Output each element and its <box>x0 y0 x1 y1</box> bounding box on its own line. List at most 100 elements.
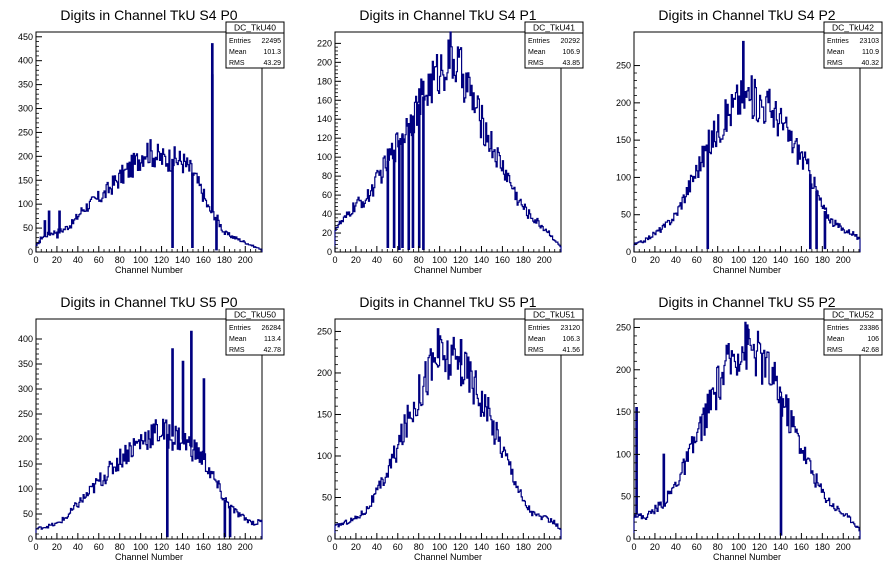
y-tick-label: 180 <box>317 76 332 86</box>
stats-name: DC_TkU52 <box>832 310 874 320</box>
y-tick-label: 150 <box>616 407 631 417</box>
histogram-panel-tku50: Digits in Channel TkU S5 P0 0 50 100 150 200 2… <box>0 287 298 574</box>
y-tick-label: 50 <box>23 509 33 519</box>
x-tick-label: 140 <box>773 255 788 265</box>
histogram-plot-1: Digits in Channel TkU S4 P1 0 20 40 60 80 100 1… <box>317 7 584 275</box>
stats-name: DC_TkU40 <box>234 23 276 33</box>
y-tick-label: 200 <box>317 368 332 378</box>
stats-value: 20292 <box>561 38 581 45</box>
histogram-plot-5: Digits in Channel TkU S5 P20501001502002… <box>616 294 883 562</box>
stats-label: Mean <box>229 49 247 56</box>
histogram-spike <box>223 499 227 538</box>
x-tick-label: 120 <box>154 255 169 265</box>
chart-title: Digits in Channel TkU S4 P2 <box>658 7 835 23</box>
y-tick-label: 0 <box>28 534 33 544</box>
x-tick-label: 180 <box>815 255 830 265</box>
y-tick-label: 100 <box>616 172 631 182</box>
stats-label: Mean <box>827 49 845 56</box>
stats-value: 23386 <box>860 325 880 332</box>
x-axis-label: Channel Number <box>414 552 482 562</box>
stats-value: 40.32 <box>861 60 879 67</box>
histogram-spike <box>386 160 390 249</box>
y-tick-label: 80 <box>322 171 332 181</box>
histogram-spike <box>181 360 185 440</box>
x-tick-label: 60 <box>692 542 702 552</box>
x-tick-label: 120 <box>752 542 767 552</box>
histogram-line <box>35 418 263 539</box>
stats-box <box>823 308 883 356</box>
x-tick-label: 200 <box>537 542 552 552</box>
histogram-line <box>633 75 861 252</box>
x-tick-label: 0 <box>332 542 337 552</box>
stats-value: 22495 <box>262 38 282 45</box>
histogram-spike <box>635 407 638 515</box>
stats-label: Entries <box>827 38 849 45</box>
stats-value: 42.78 <box>263 347 281 354</box>
y-tick-label: 200 <box>317 57 332 67</box>
x-tick-label: 100 <box>731 542 746 552</box>
x-tick-label: 160 <box>495 255 510 265</box>
y-tick-label: 0 <box>327 247 332 257</box>
x-tick-label: 200 <box>836 542 851 552</box>
stats-name: DC_TkU42 <box>832 23 874 33</box>
histogram-panel-tku42: Digits in Channel TkU S4 P2 0 50 100 150 200 2… <box>598 0 896 287</box>
chart-title: Digits in Channel TkU S5 P0 <box>60 294 237 310</box>
x-tick-label: 0 <box>33 542 38 552</box>
y-tick-label: 400 <box>18 334 33 344</box>
chart-title: Digits in Channel TkU S4 P1 <box>359 7 536 23</box>
x-tick-label: 100 <box>731 255 746 265</box>
histogram-spike <box>58 210 61 232</box>
stats-name: DC_TkU51 <box>533 310 575 320</box>
stats-label: RMS <box>229 347 245 354</box>
x-tick-label: 120 <box>752 255 767 265</box>
x-tick-label: 180 <box>217 542 232 552</box>
y-tick-label: 40 <box>322 209 332 219</box>
y-tick-label: 20 <box>322 228 332 238</box>
histogram-spike <box>228 505 232 538</box>
y-tick-label: 250 <box>616 322 631 332</box>
y-tick-label: 200 <box>616 98 631 108</box>
y-tick-label: 0 <box>28 247 33 257</box>
histogram-spike <box>47 210 51 235</box>
x-tick-label: 100 <box>432 255 447 265</box>
y-tick-label: 50 <box>621 210 631 220</box>
y-tick-label: 250 <box>18 127 33 137</box>
y-tick-label: 100 <box>317 451 332 461</box>
y-tick-label: 250 <box>616 61 631 71</box>
stats-value: 42.68 <box>861 347 879 354</box>
y-tick-label: 60 <box>322 190 332 200</box>
histogram-plot-2: Digits in Channel TkU S4 P20501001502002… <box>616 7 883 275</box>
histogram-spike <box>417 104 421 249</box>
stats-value: 43.85 <box>562 60 580 67</box>
histogram-plot-0: Digits in Channel TkU S4 P00501001502002… <box>18 7 285 275</box>
histogram-line <box>633 321 861 539</box>
stats-box <box>524 21 584 69</box>
y-tick-label: 50 <box>23 223 33 233</box>
histogram-spike <box>808 174 812 250</box>
y-tick-label: 250 <box>317 326 332 336</box>
y-tick-label: 300 <box>18 104 33 114</box>
x-tick-label: 120 <box>453 255 468 265</box>
x-tick-label: 200 <box>238 255 253 265</box>
stats-label: RMS <box>827 347 843 354</box>
y-tick-label: 250 <box>18 409 33 419</box>
histogram-spike <box>171 348 174 437</box>
stats-value: 26284 <box>262 325 282 332</box>
x-tick-label: 60 <box>692 255 702 265</box>
x-tick-label: 60 <box>393 542 403 552</box>
x-tick-label: 140 <box>175 255 190 265</box>
x-tick-label: 160 <box>196 255 211 265</box>
stats-value: 41.56 <box>562 347 580 354</box>
y-tick-label: 300 <box>18 384 33 394</box>
y-tick-label: 100 <box>616 449 631 459</box>
x-tick-label: 0 <box>631 542 636 552</box>
x-tick-label: 0 <box>33 255 38 265</box>
x-tick-label: 80 <box>115 542 125 552</box>
y-tick-label: 0 <box>626 247 631 257</box>
y-tick-label: 0 <box>327 534 332 544</box>
x-tick-label: 40 <box>372 542 382 552</box>
x-tick-label: 20 <box>52 255 62 265</box>
y-tick-label: 220 <box>317 38 332 48</box>
histogram-spike <box>398 140 401 250</box>
histogram-plot-4: Digits in Channel TkU S5 P10501001502002… <box>317 294 584 562</box>
